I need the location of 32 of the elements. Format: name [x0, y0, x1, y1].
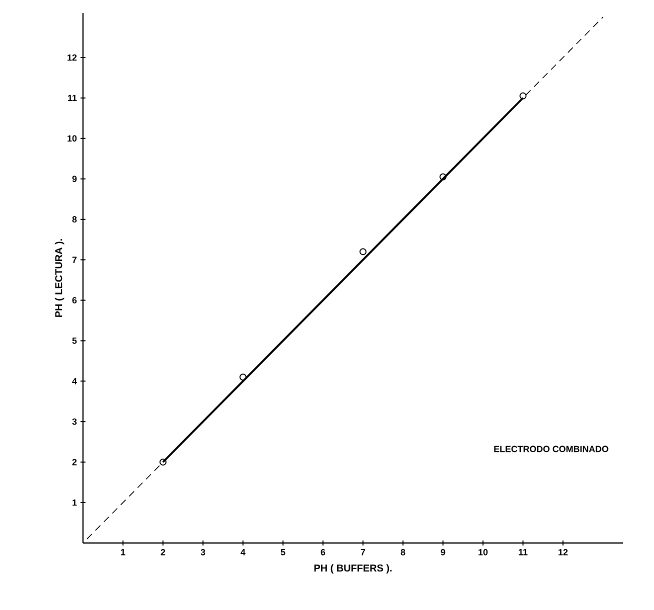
x-tick-label: 9 [440, 549, 446, 556]
y-axis-title: PH ( LECTURA ). [54, 239, 64, 317]
y-tick-label: 4 [72, 378, 77, 384]
point [360, 248, 367, 256]
y-tick-label: 10 [68, 135, 77, 142]
x-tick-label: 2 [160, 549, 166, 556]
x-tick-label: 12 [558, 549, 568, 556]
y-tick-label: 6 [72, 297, 77, 304]
y-tick-label: 12 [68, 54, 77, 61]
point [520, 92, 527, 100]
x-tick-label: 6 [320, 549, 326, 556]
x-tick-label: 3 [200, 549, 206, 556]
x-tick-label: 7 [360, 549, 366, 556]
point [440, 173, 447, 180]
x-axis-title: PH ( BUFFERS ). [314, 564, 392, 574]
y-tick-label: 9 [72, 176, 77, 182]
y-tick-label: 7 [72, 256, 77, 263]
point [160, 458, 166, 466]
x-tick-label: 5 [280, 549, 286, 556]
y-tick-label: 8 [72, 216, 77, 223]
y-tick-label: 11 [68, 94, 77, 102]
x-tick-label: 1 [121, 549, 126, 556]
x-tick-label: 8 [400, 549, 406, 556]
x-tick-label: 11 [518, 549, 528, 556]
annotation: ELECTRODO COMBINADO [494, 446, 608, 452]
x-tick-label: 10 [478, 549, 488, 556]
y-tick-label: 1 [72, 499, 77, 506]
y-tick-label: 2 [72, 458, 77, 466]
x-tick-label: 4 [240, 549, 246, 556]
y-tick-label: 3 [72, 418, 77, 425]
y-tick-label: 5 [72, 338, 77, 344]
point [240, 374, 247, 381]
